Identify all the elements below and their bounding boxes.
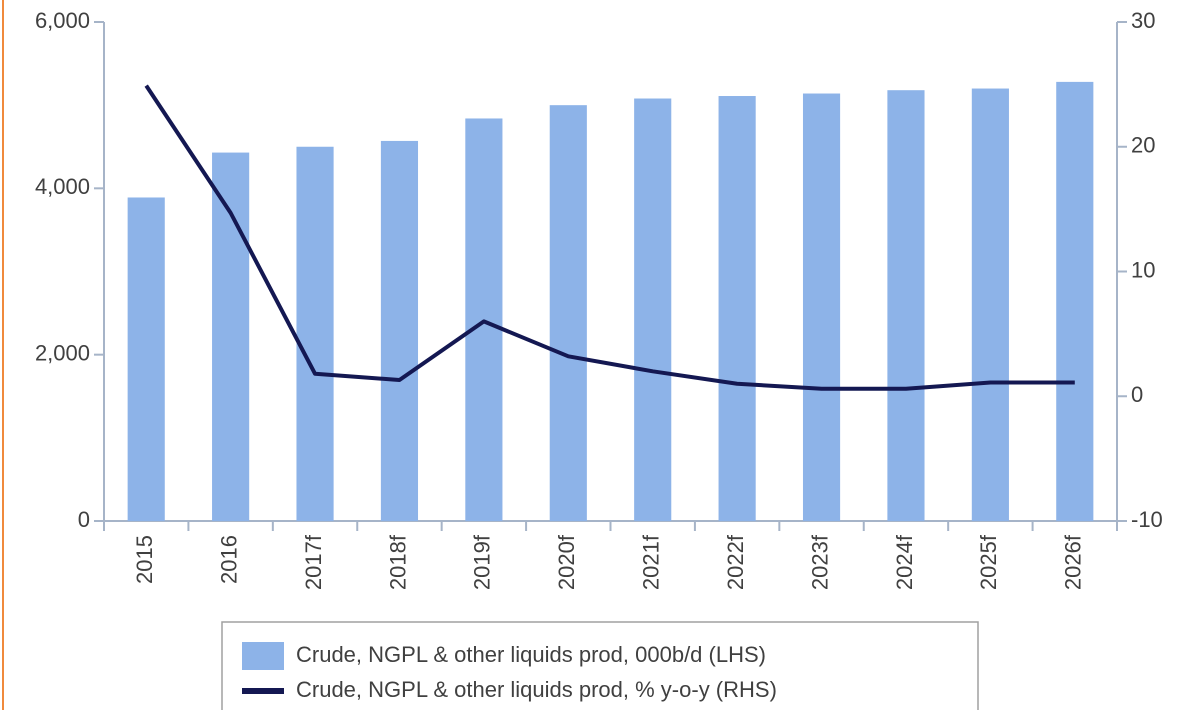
bar [1056,81,1094,521]
bar [296,146,334,521]
bar [549,105,587,522]
y2-tick-label: 30 [1131,8,1155,33]
bar [127,197,165,521]
bar [887,90,925,522]
legend-box [221,621,979,710]
x-tick-label: 2024f [892,534,917,590]
x-tick-label: 2019f [470,534,495,590]
legend-label: Crude, NGPL & other liquids prod, 000b/d… [296,642,766,667]
bar [380,140,419,521]
legend-label: Crude, NGPL & other liquids prod, % y-o-… [296,677,777,702]
y-tick-label: 0 [78,507,90,532]
x-tick-label: 2017f [301,534,326,590]
y-tick-label: 2,000 [35,340,90,365]
x-tick-label: 2015 [132,535,157,584]
x-tick-label: 2021f [639,534,664,590]
y2-tick-label: -10 [1131,507,1163,532]
x-tick-label: 2026f [1061,534,1086,590]
y-tick-label: 4,000 [35,174,90,199]
bar [212,152,250,522]
x-tick-label: 2025f [976,534,1001,590]
bar [718,96,756,521]
x-tick-label: 2020f [554,534,579,590]
x-tick-label: 2018f [385,534,410,590]
x-tick-label: 2022f [723,534,748,590]
x-tick-label: 2023f [807,534,832,590]
legend-swatch [242,642,284,670]
bar [971,88,1009,522]
x-tick-label: 2016 [216,535,241,584]
y2-tick-label: 20 [1131,133,1155,158]
y-tick-label: 6,000 [35,8,90,33]
bar [634,98,672,521]
y2-tick-label: 0 [1131,382,1143,407]
y2-tick-label: 10 [1131,257,1155,282]
bar [802,93,841,522]
line [144,84,1075,391]
